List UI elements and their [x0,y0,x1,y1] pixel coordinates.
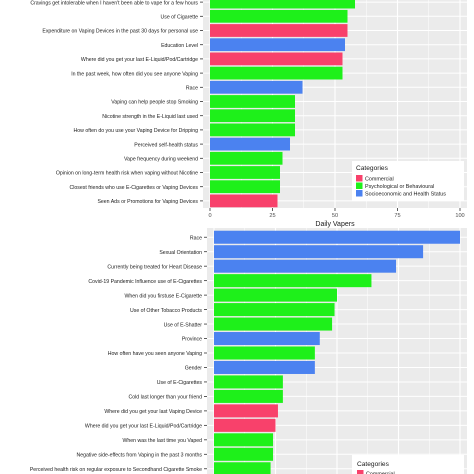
y-tick-label: Cold last longer than your friend [128,395,202,401]
y-tick-label: In the past week, how often did you see … [71,71,198,77]
y-tick-label: Use of Other Tobacco Products [130,308,202,314]
y-tick-label: Use of E-Shatter [164,322,203,328]
x-tick-label: 0 [208,213,211,219]
y-tick-label: Perceived self-health status [134,142,198,148]
y-tick-label: When was the last time you Vaped [123,438,203,444]
legend-entry-label: Socioeconomic and Health Status [365,191,446,197]
legend-box [352,455,464,474]
bar [210,109,295,123]
y-tick-label: How often do you use your Vaping Device … [74,128,199,134]
bar [214,317,333,331]
x-tick-label: 100 [455,213,464,219]
y-tick-label: Cravings get intolerable when I haven't … [30,0,198,6]
legend-swatch [356,190,363,197]
bar [210,137,290,151]
bar [214,288,337,302]
bar [210,166,280,179]
bar [214,303,335,317]
legend: Categories Commercial Psychological or Beh… [352,161,464,201]
bar [210,9,348,23]
bar [214,346,315,360]
bar [214,274,372,288]
y-tick-label: How often have you seen anyone Vaping [108,351,202,357]
legend-title: Categories [357,461,390,468]
bar [210,80,303,94]
y-tick-label: Sexual Orientation [159,250,202,256]
bar [214,332,320,346]
y-tick-label: Nicotine strength in the E-Liquid last u… [102,114,198,120]
y-tick-label: Opinion on long-term health risk when va… [56,171,198,177]
y-tick-label: Currently being treated for Heart Diseas… [107,264,202,270]
bar [210,194,278,208]
x-tick-label: 50 [332,213,338,219]
legend-box [352,161,464,201]
bar [210,38,345,52]
bar [210,52,343,66]
bar [210,95,295,108]
y-tick-label: Vaping can help people stop Smoking [111,100,198,106]
bar [210,151,283,165]
legend-swatch [356,182,363,189]
y-tick-label: Where did you get your last Vaping Devic… [104,409,202,415]
y-tick-label: Seen Ads or Promotions for Vaping Device… [97,199,198,205]
bar [214,433,274,447]
x-tick-label: 25 [269,213,275,219]
legend-swatch [356,175,363,182]
bar [214,245,424,259]
bar [214,259,397,273]
y-tick-label: Where did you get your last E-Liquid/Pod… [81,57,198,63]
y-tick-label: Race [186,86,198,92]
bar [214,462,271,474]
x-tick-label: 75 [394,213,400,219]
y-tick-label: Expenditure on Vaping Devices in the pas… [42,29,198,35]
legend-swatch [357,470,364,474]
bar [210,180,280,194]
bar [210,66,343,80]
y-tick-label: Race [190,235,202,241]
y-tick-label: Education Level [161,43,198,49]
legend: Categories Commercial [352,455,464,474]
y-tick-label: Gender [185,366,203,372]
bar [210,24,348,37]
y-tick-label: Province [182,337,202,343]
y-tick-label: Use of E-Cigarettes [157,380,203,386]
legend-entry-label: Psychological or Behavioural [365,184,434,190]
bar [214,418,276,432]
x-axis-title: Daily Vapers [315,221,355,228]
chart-lower-panel: Race Sexual Orientation Currently being tr… [30,228,467,474]
bar [214,389,283,403]
y-tick-label: Negative side-effects from Vaping in the… [76,452,202,458]
bar [214,360,315,374]
y-tick-label: Use of Cigarette [161,15,199,21]
y-tick-label: Perceived health risk on regular exposur… [30,467,202,473]
chart-daily-vapers: Cravings get intolerable when I haven't … [30,0,467,228]
y-tick-label: Vape frequency during weekend [124,157,198,163]
bar [210,123,295,137]
y-tick-label: When did you firstuse E-Cigarette [124,293,202,299]
bar [214,447,274,461]
legend-entry-label: Commercial [365,176,394,182]
y-tick-label: Where did you get your last E-Liquid/Pod… [85,424,202,430]
legend-entry-label: Commercial [366,471,395,474]
bar [210,0,355,9]
bar [214,404,278,418]
bar [214,230,460,244]
y-tick-label: Closest friends who use E-Cigarettes or … [70,185,199,191]
bar [214,375,283,389]
y-tick-label: Covid-19 Pandemic Influence use of E-Cig… [88,279,202,285]
legend-title: Categories [356,165,389,172]
